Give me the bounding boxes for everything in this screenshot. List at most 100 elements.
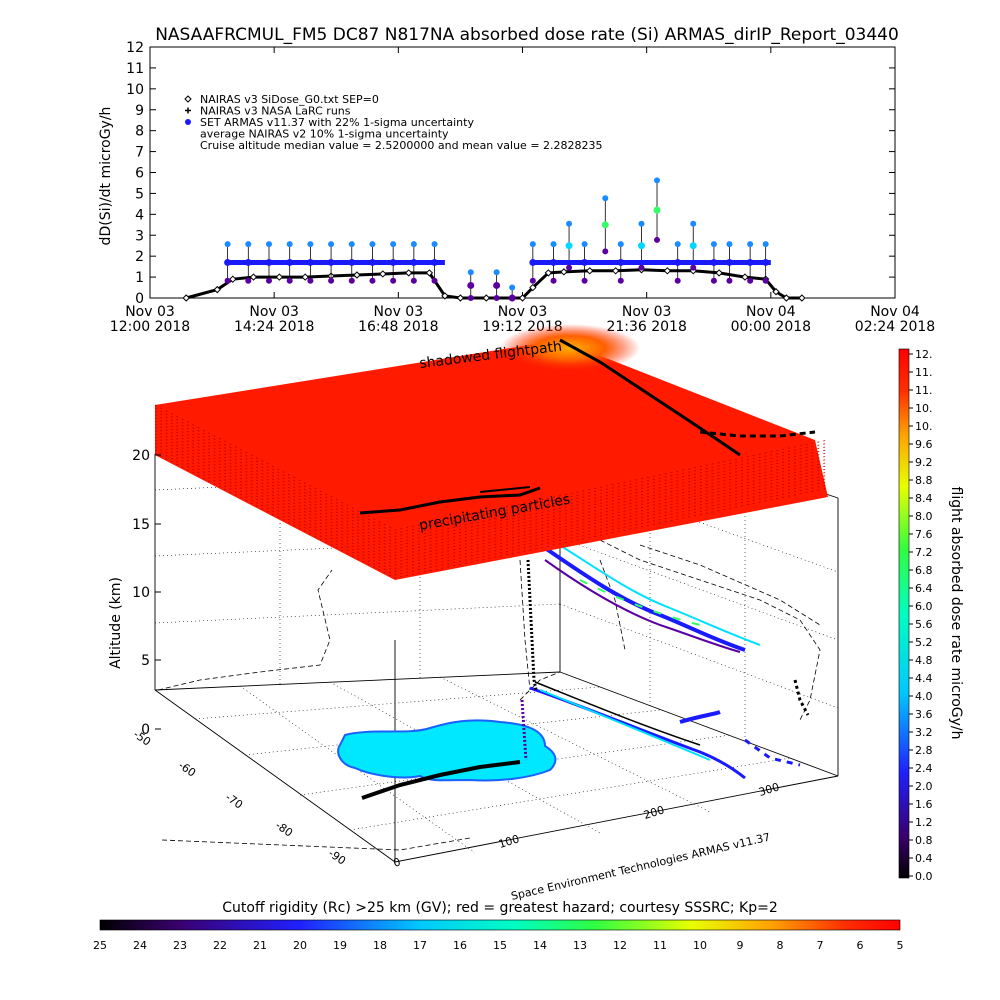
ytick-label: 0 (135, 291, 144, 307)
rigidity-tick-label: 7 (817, 939, 824, 952)
rigidity-tick-label: 21 (253, 939, 267, 952)
rigidity-tick-label: 18 (373, 939, 387, 952)
colorbar-tick-label: 11. (915, 366, 933, 379)
red-slab-layer-line (154, 404, 829, 531)
armas-lower-cap (369, 277, 376, 284)
ytick-label: 9 (135, 103, 144, 119)
armas-upper-cap (286, 241, 293, 248)
red-slab-layer-line (154, 411, 829, 537)
armas-upper-cap (674, 241, 681, 248)
xtick-label-date: Nov 03 (498, 304, 548, 320)
armas-lower-cap (710, 277, 717, 284)
armas-lower-cap (529, 277, 536, 284)
flightpath-on-slab (359, 338, 816, 515)
colorbar-tick-label: 0.0 (915, 870, 933, 883)
red-slab-body (155, 340, 828, 580)
rigidity-tick-label: 20 (293, 939, 307, 952)
cutoff-rigidity-ticks: 25 24 23 22 21 20 19 18 17 16 15 14 13 12 11 10 9 8 7 6 5 (93, 939, 904, 952)
ytick-label: 5 (135, 186, 144, 202)
longitude-tick-label: 300 (757, 780, 781, 799)
armas-upper-cap (307, 241, 314, 248)
colorbar-tick-label: 2.8 (915, 744, 933, 757)
armas-lower-cap (581, 277, 588, 284)
colorbar-tick-label: 2.0 (915, 780, 933, 793)
red-slab-layer-line (154, 427, 829, 553)
colorbar-tick-label: 1.6 (915, 798, 933, 811)
colorbar-tick-label: 4.8 (915, 654, 933, 667)
rigidity-tick-label: 25 (93, 939, 107, 952)
nairas-point (544, 269, 553, 277)
armas-lower-cap (674, 277, 681, 284)
colorbar-tick-label: 2.4 (915, 762, 933, 775)
red-slab-layer-line (154, 452, 829, 579)
red-slab-layer-line (154, 436, 829, 563)
legend-diamond (184, 95, 192, 103)
colorbar-tick-label: 8.4 (915, 492, 933, 505)
armas-lower-cap (566, 264, 573, 271)
colorbar-tick-label: 0.4 (915, 852, 933, 865)
armas-point (565, 242, 573, 250)
nairas-point (586, 267, 594, 275)
armas-lower-cap (467, 295, 474, 301)
armas-lower-cap (638, 264, 645, 271)
armas-upper-cap (726, 241, 733, 248)
nairas-point (782, 294, 791, 302)
red-dose-layer (154, 340, 829, 580)
nairas-point (611, 267, 620, 275)
xtick-label-time: 00:00 2018 (731, 319, 811, 335)
legend-text: NAIRAS v3 NASA LaRC runs (200, 105, 351, 118)
xtick-label-date: Nov 03 (374, 304, 424, 320)
altitude-tick-label: 20 (132, 448, 150, 464)
xtick-label-date: Nov 04 (870, 304, 920, 320)
rigidity-tick-label: 17 (413, 939, 427, 952)
xtick-label-date: Nov 04 (746, 304, 796, 320)
nairas-point (715, 269, 723, 277)
colorbar-tick-label: 9.6 (915, 438, 933, 451)
colorbar-tick-label: 7.2 (915, 546, 933, 559)
altitude-3d-view: shadowed flightpath precipitating partic… (108, 324, 839, 903)
rigidity-tick-label: 16 (453, 939, 467, 952)
armas-lower-cap (602, 248, 609, 255)
latitude-tick-label: -90 (326, 847, 348, 868)
armas-upper-cap (493, 269, 500, 276)
armas-lower-cap (224, 277, 231, 284)
altitude-tick-label: 0 (141, 722, 150, 738)
armas-upper-cap (690, 220, 697, 227)
armas-lower-cap (493, 295, 500, 301)
ground-track-floor (361, 760, 521, 800)
nairas-point (249, 273, 258, 281)
armas-point (637, 242, 645, 250)
rigidity-tick-label: 11 (653, 939, 667, 952)
colorbar-tick-label: 6.0 (915, 600, 933, 613)
rigidity-tick-label: 10 (693, 939, 707, 952)
nairas-point (379, 270, 387, 278)
altitude-ticks: 0 5 10 15 20 (132, 448, 161, 738)
ytick-label: 12 (126, 40, 144, 56)
rigidity-tick-label: 13 (573, 939, 587, 952)
nairas-point (741, 273, 749, 281)
altitude-tick-label: 15 (132, 517, 150, 533)
colorbar-tick-label: 7.6 (915, 528, 933, 541)
nairas-point (529, 283, 537, 292)
armas-upper-cap (762, 241, 769, 248)
rigidity-tick-label: 8 (777, 939, 784, 952)
figure-title: NASAAFRCMUL_FM5 DC87 N817NA absorbed dos… (155, 25, 899, 45)
legend-text: SET ARMAS v11.37 with 22% 1-sigma uncert… (200, 116, 474, 129)
nairas-point (275, 273, 284, 281)
xtick-label-date: Nov 03 (622, 304, 672, 320)
cutoff-rigidity-label: Cutoff rigidity (Rc) >25 km (GV); red = … (222, 900, 777, 916)
armas-upper-cap (602, 195, 609, 202)
rigidity-tick-label: 22 (213, 939, 227, 952)
colorbar-tick-label: 11. (915, 384, 933, 397)
ytick-label: 11 (126, 61, 144, 77)
rigidity-tick-label: 23 (173, 939, 187, 952)
armas-point (601, 221, 609, 229)
armas-upper-cap (224, 241, 231, 248)
ytick-label: 8 (135, 124, 144, 140)
armas-upper-cap (328, 241, 335, 248)
ytick-label: 4 (135, 207, 144, 223)
dose-rate-colorbar-label: flight absorbed dose rate microGy/h (948, 487, 964, 740)
colorbar-tick-label: 1.2 (915, 816, 933, 829)
longitude-ticks: 0 100 200 300 (392, 780, 781, 870)
